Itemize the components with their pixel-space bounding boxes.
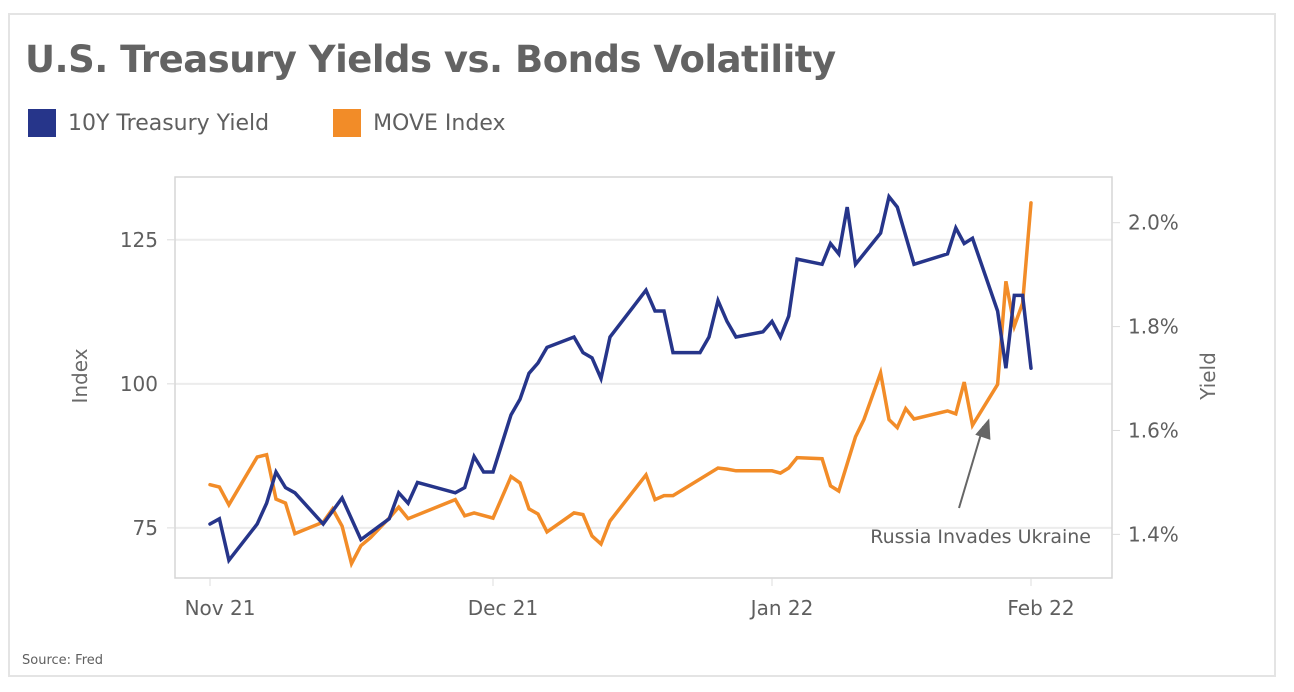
legend-item-move[interactable]: MOVE Index [333, 109, 505, 137]
annotation-arrow-line [958, 426, 985, 509]
annotation-label: Russia Invades Ukraine [870, 526, 1091, 548]
series-line-move [208, 201, 1033, 569]
series-line-treasury [208, 192, 1033, 565]
legend-swatch-treasury [28, 109, 56, 137]
right-axis-title: Yield [1196, 352, 1220, 401]
x-tick-label: Feb 22 [1007, 596, 1074, 620]
legend-swatch-move [333, 109, 362, 137]
gridlines [175, 238, 1112, 529]
legend: 10Y Treasury Yield MOVE Index [28, 109, 569, 137]
left-tick-label: 100 [120, 372, 158, 396]
right-tick-label: 1.6% [1128, 418, 1179, 442]
chart-frame [8, 13, 1276, 677]
plot-area-border [174, 176, 1113, 579]
left-tick-label: 125 [120, 228, 158, 252]
left-tick-label: 75 [133, 516, 158, 540]
annotation-arrow-head [975, 418, 991, 440]
chart-title: U.S. Treasury Yields vs. Bonds Volatilit… [25, 38, 836, 81]
right-axis: 1.4% 1.6% 1.8% 2.0% [1112, 211, 1179, 546]
x-tick-label: Nov 21 [185, 596, 256, 620]
right-tick-label: 1.8% [1128, 315, 1179, 339]
left-axis-title: Index [68, 348, 92, 403]
left-axis: 75 100 125 [120, 228, 175, 540]
right-tick-label: 1.4% [1128, 522, 1179, 546]
x-tick-label: Jan 22 [749, 596, 814, 620]
legend-label-move: MOVE Index [373, 110, 506, 136]
annotations: Russia Invades Ukraine [870, 418, 1091, 548]
x-tick-label: Dec 21 [468, 596, 539, 620]
legend-label-treasury: 10Y Treasury Yield [68, 110, 270, 136]
legend-item-treasury[interactable]: 10Y Treasury Yield [28, 109, 269, 137]
x-axis: Nov 21 Dec 21 Jan 22 Feb 22 [185, 578, 1075, 620]
series-lines [208, 192, 1033, 569]
source-note: Source: Fred [22, 653, 104, 668]
right-tick-label: 2.0% [1128, 211, 1179, 235]
